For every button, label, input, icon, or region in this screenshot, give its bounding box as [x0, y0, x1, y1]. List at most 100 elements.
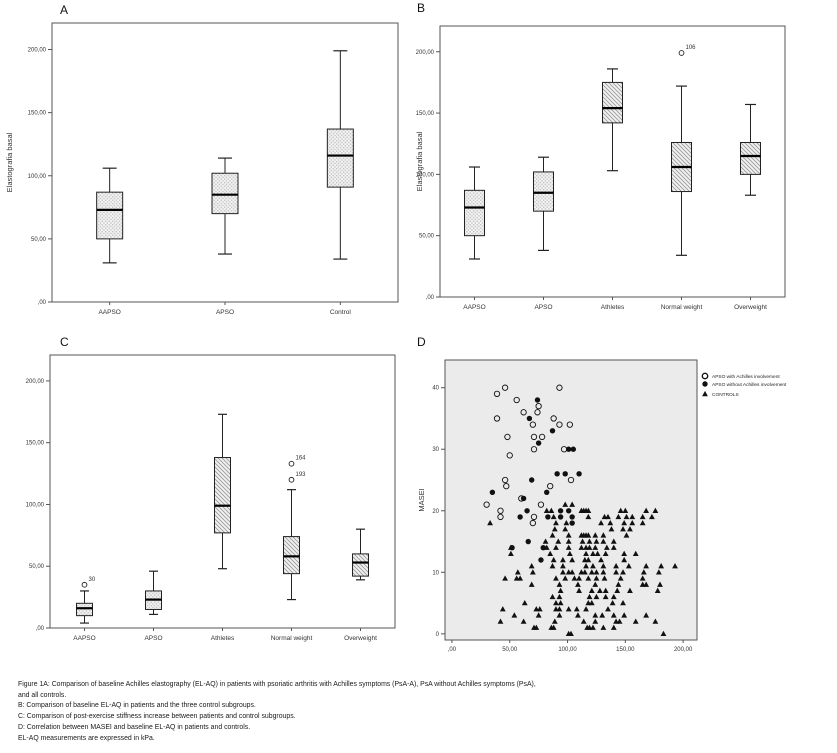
- open-circle-marker: [493, 415, 501, 422]
- triangle-marker: [581, 569, 588, 575]
- triangle-marker: [549, 563, 556, 569]
- x-category-label: Overweight: [734, 304, 767, 311]
- triangle-marker: [640, 569, 647, 575]
- x-category-label: APSO: [216, 309, 234, 316]
- triangle-marker: [487, 519, 493, 526]
- triangle-marker: [655, 569, 662, 575]
- y-tick-label: 50,00: [29, 564, 45, 570]
- open-circle-marker: [535, 403, 542, 410]
- y-tick-label: 100,00: [28, 174, 47, 180]
- panel-a-boxplot: ,00 50,00 100,00 150,00 200,00 Elastografia b…: [5, 22, 399, 316]
- triangle-marker: [593, 569, 600, 575]
- triangle-marker: [592, 581, 599, 587]
- y-tick-label: ,00: [36, 626, 45, 632]
- open-circle-marker: [483, 501, 490, 508]
- box-aapso: 30: [76, 577, 96, 624]
- triangle-marker: [569, 556, 576, 563]
- triangle-marker: [528, 563, 535, 569]
- outlier-point: [288, 460, 295, 467]
- triangle-marker: [547, 550, 554, 557]
- triangle-marker: [550, 556, 557, 563]
- triangle-marker: [557, 599, 564, 606]
- triangle-marker: [580, 618, 587, 624]
- caption-line: EL-AQ measurements are expressed in kPa.: [18, 734, 155, 742]
- triangle-marker: [610, 593, 617, 600]
- panel-c-label: C: [60, 335, 69, 349]
- triangle-marker: [520, 618, 527, 624]
- outlier-point: [678, 50, 685, 56]
- panel-a-label: A: [60, 3, 69, 17]
- triangle-marker: [514, 569, 521, 575]
- x-category-label: Overweight: [344, 635, 377, 642]
- open-circle-marker: [547, 483, 554, 490]
- triangle-marker: [621, 519, 628, 526]
- caption-line: B: Comparison of baseline EL-AQ in patie…: [18, 702, 256, 710]
- box-aapso: [96, 167, 124, 264]
- series-filled-triangle: [487, 501, 678, 637]
- x-tick-label: ,00: [448, 647, 457, 653]
- triangle-marker: [598, 556, 604, 563]
- triangle-marker: [543, 544, 550, 550]
- triangle-marker: [569, 501, 576, 507]
- caption-line: Figure 1A: Comparison of baseline Achill…: [18, 681, 536, 688]
- triangle-marker: [623, 513, 630, 520]
- triangle-marker: [543, 507, 550, 513]
- triangle-marker: [562, 501, 569, 507]
- y-tick-label: ,00: [426, 295, 435, 301]
- triangle-marker: [608, 526, 615, 532]
- triangle-marker: [551, 526, 558, 532]
- x-category-label: AAPSO: [98, 309, 120, 316]
- open-circle-marker: [497, 507, 504, 514]
- filled-circle-marker: [565, 446, 572, 452]
- panel-d-label: D: [417, 335, 426, 349]
- triangle-marker: [562, 526, 569, 532]
- triangle-marker: [549, 593, 556, 600]
- triangle-marker: [632, 550, 639, 557]
- filled-circle-marker: [569, 520, 575, 526]
- outlier-point: [288, 476, 295, 483]
- box-control: [326, 50, 354, 260]
- triangle-marker: [502, 575, 509, 581]
- triangle-marker: [620, 599, 626, 606]
- triangle-marker: [507, 550, 514, 557]
- filled-circle-marker: [524, 508, 530, 514]
- panel-d-scatterplot: 0 10 20 30 40 ,00 50,00 100,00 150,00 200,00 MASEI…: [417, 359, 787, 653]
- triangle-marker: [621, 556, 628, 563]
- triangle-marker: [562, 575, 569, 581]
- triangle-marker: [556, 606, 563, 612]
- filled-circle-marker: [549, 428, 556, 434]
- triangle-marker: [521, 599, 528, 606]
- triangle-marker: [627, 526, 633, 532]
- triangle-marker: [613, 569, 619, 575]
- open-circle-marker: [529, 421, 537, 428]
- box-athletes: [602, 68, 623, 172]
- triangle-marker: [592, 532, 599, 538]
- triangle-marker: [652, 507, 659, 513]
- triangle-marker: [623, 532, 630, 538]
- x-category-label: Normal weight: [271, 635, 313, 642]
- open-circle-marker: [506, 452, 513, 459]
- triangle-marker: [556, 612, 563, 618]
- triangle-marker: [610, 624, 617, 630]
- triangle-marker: [576, 587, 582, 593]
- triangle-marker: [639, 513, 646, 520]
- triangle-marker: [553, 599, 559, 606]
- triangle-marker: [583, 563, 589, 569]
- triangle-marker: [629, 519, 636, 526]
- figure-caption: Figure 1A: Comparison of baseline Achill…: [18, 680, 818, 744]
- y-axis-label: Elastografia basal: [415, 131, 424, 191]
- triangle-marker: [536, 606, 543, 612]
- triangle-marker: [560, 556, 566, 563]
- triangle-marker: [620, 526, 626, 532]
- y-tick-label: 200,00: [416, 50, 435, 56]
- open-circle-marker: [567, 476, 575, 484]
- x-category-label: Athletes: [601, 304, 625, 311]
- triangle-marker: [560, 569, 566, 575]
- triangle-marker: [560, 563, 566, 569]
- triangle-marker: [629, 513, 636, 520]
- triangle-marker: [605, 513, 611, 520]
- x-tick-label: 50,00: [502, 647, 518, 653]
- legend-label: APSO with Achilles involvement: [712, 374, 780, 380]
- x-category-label: APSO: [534, 304, 552, 311]
- y-tick-label: 200,00: [26, 379, 45, 385]
